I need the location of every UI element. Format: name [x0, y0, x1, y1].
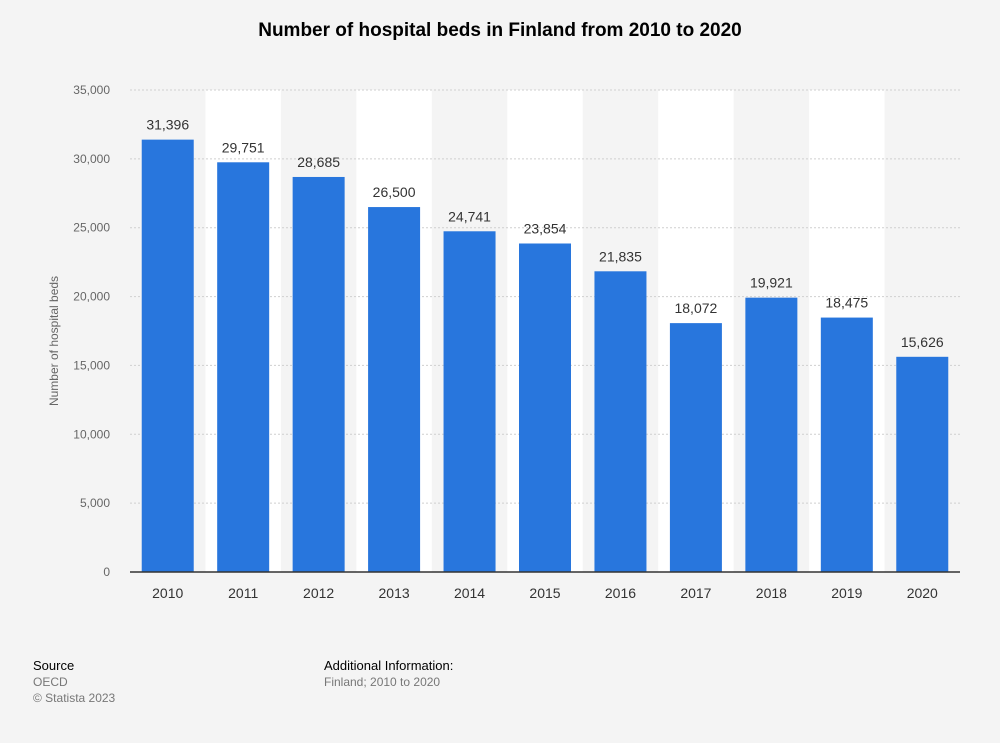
- x-tick-label: 2011: [228, 585, 258, 601]
- source-heading: Source: [33, 658, 75, 673]
- y-tick-label: 25,000: [73, 221, 110, 235]
- y-axis-title: Number of hospital beds: [47, 276, 61, 406]
- bar: [594, 271, 647, 572]
- bar: [519, 243, 571, 572]
- data-label: 26,500: [373, 184, 416, 200]
- data-label: 31,396: [146, 117, 189, 133]
- x-tick-label: 2010: [152, 585, 183, 601]
- y-tick-label: 5,000: [80, 496, 110, 510]
- data-label: 28,685: [297, 154, 340, 170]
- y-tick-label: 35,000: [73, 83, 110, 97]
- bar: [443, 231, 496, 573]
- data-label: 24,741: [448, 208, 491, 224]
- x-tick-label: 2016: [605, 585, 636, 601]
- data-label: 19,921: [750, 275, 793, 291]
- x-tick-label: 2019: [831, 585, 862, 601]
- bar: [292, 176, 345, 573]
- copyright-text: © Statista 2023: [33, 691, 116, 705]
- additional-info-block: Additional Information: Finland; 2010 to…: [324, 658, 453, 690]
- source-text: OECD: [33, 675, 68, 689]
- bar: [669, 323, 722, 572]
- bar: [368, 207, 421, 573]
- data-label: 29,751: [222, 139, 265, 155]
- x-tick-label: 2020: [907, 585, 938, 601]
- bar: [820, 317, 873, 572]
- x-tick-label: 2013: [379, 585, 410, 601]
- data-label: 18,072: [674, 300, 717, 316]
- bar: [745, 297, 798, 572]
- x-tick-label: 2012: [303, 585, 334, 601]
- bar: [217, 162, 270, 572]
- x-tick-label: 2014: [454, 585, 485, 601]
- y-tick-label: 30,000: [73, 152, 110, 166]
- y-tick-label: 0: [103, 565, 110, 579]
- x-tick-label: 2017: [680, 585, 711, 601]
- y-tick-label: 10,000: [73, 427, 110, 441]
- additional-info-text: Finland; 2010 to 2020: [324, 675, 441, 689]
- chart-title: Number of hospital beds in Finland from …: [258, 20, 742, 41]
- bar-chart: 0 5,000 10,000 15,000 20,000 25,000 30,000 35,0…: [47, 83, 960, 601]
- data-label: 15,626: [901, 334, 944, 350]
- data-label: 18,475: [825, 295, 868, 311]
- data-label: 23,854: [524, 220, 567, 236]
- source-block: Source OECD © Statista 2023: [33, 658, 115, 706]
- bar: [141, 139, 194, 572]
- y-tick-label: 20,000: [73, 290, 110, 304]
- x-tick-label: 2015: [529, 585, 560, 601]
- bar: [896, 356, 949, 572]
- additional-info-heading: Additional Information:: [324, 658, 454, 673]
- data-label: 21,835: [599, 248, 642, 264]
- y-tick-label: 15,000: [73, 358, 110, 372]
- x-tick-label: 2018: [756, 585, 787, 601]
